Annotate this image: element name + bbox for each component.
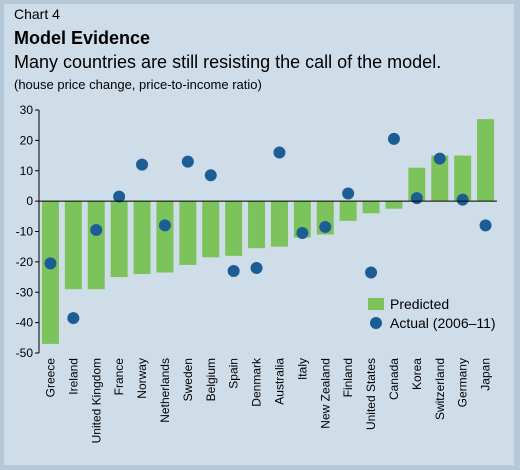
legend-predicted-label: Predicted <box>390 296 449 312</box>
actual-point <box>67 312 80 325</box>
actual-point <box>410 192 423 205</box>
x-category-label: Netherlands <box>158 358 172 423</box>
predicted-bar <box>156 201 174 273</box>
actual-point <box>433 152 446 165</box>
predicted-bar <box>477 119 495 202</box>
x-category-label: United States <box>364 358 378 430</box>
actual-point <box>296 227 309 240</box>
x-category-label: Sweden <box>181 358 195 401</box>
y-tick-label: 10 <box>20 164 34 178</box>
x-category-label: Australia <box>272 358 286 405</box>
predicted-bar <box>408 167 426 202</box>
predicted-bar <box>133 201 151 275</box>
x-category-label: Belgium <box>204 358 218 401</box>
y-tick-label: 0 <box>26 194 33 208</box>
legend-predicted-swatch <box>368 298 384 310</box>
actual-point <box>456 193 469 206</box>
predicted-bar <box>110 201 128 278</box>
predicted-bar <box>431 155 449 202</box>
x-category-label: Germany <box>456 358 470 407</box>
x-category-label: Switzerland <box>433 358 447 420</box>
actual-point <box>113 190 126 203</box>
x-category-label: Norway <box>135 358 149 399</box>
predicted-bar <box>293 201 311 238</box>
predicted-bar <box>87 201 105 290</box>
x-category-label: Ireland <box>66 358 80 395</box>
predicted-bar <box>202 201 220 258</box>
y-tick-label: -10 <box>16 225 34 239</box>
actual-point <box>181 155 194 168</box>
y-tick-label: 20 <box>20 133 34 147</box>
predicted-bar <box>385 201 403 209</box>
x-category-label: United Kingdom <box>89 358 103 443</box>
x-category-label: France <box>112 358 126 396</box>
legend-actual-label: Actual (2006–11) <box>390 315 496 331</box>
x-category-label: Spain <box>227 358 241 389</box>
legend: Predicted Actual (2006–11) <box>368 296 496 331</box>
predicted-bar <box>64 201 82 290</box>
predicted-bar <box>362 201 380 214</box>
actual-point <box>479 219 492 232</box>
actual-point <box>90 223 103 236</box>
chart-number-label: Chart 4 <box>14 6 60 22</box>
x-category-label: Greece <box>43 358 57 398</box>
y-tick-label: -20 <box>16 255 34 269</box>
legend-actual-marker <box>370 317 382 329</box>
actual-point <box>158 219 171 232</box>
chart-units-note: (house price change, price-to-income rat… <box>14 77 262 92</box>
actual-point <box>250 261 263 274</box>
predicted-bar <box>339 201 357 221</box>
x-category-label: Japan <box>479 358 493 391</box>
predicted-bar <box>454 155 472 202</box>
actual-point <box>319 220 332 233</box>
x-category-label: Finland <box>341 358 355 397</box>
predicted-bar <box>225 201 243 256</box>
x-category-label: Korea <box>410 358 424 390</box>
actual-point <box>204 169 217 182</box>
x-category-label: Italy <box>295 358 309 380</box>
predicted-bar <box>41 201 59 344</box>
x-axis-labels: Greece Ireland United Kingdom France Norway N… <box>43 357 492 443</box>
actual-dots <box>44 132 492 325</box>
actual-point <box>136 158 149 171</box>
x-category-label: Denmark <box>250 357 264 407</box>
actual-point <box>387 132 400 145</box>
actual-point <box>365 266 378 279</box>
y-tick-label: -50 <box>16 346 34 360</box>
predicted-bar <box>179 201 197 265</box>
actual-point <box>342 187 355 200</box>
predicted-bars <box>41 119 495 344</box>
predicted-bar <box>270 201 288 247</box>
y-axis: -50 -40 -30 -20 -10 0 10 20 30 <box>16 103 497 360</box>
y-tick-label: 30 <box>20 103 34 117</box>
y-tick-label: -40 <box>16 316 34 330</box>
chart-title: Model Evidence <box>14 28 151 48</box>
x-category-label: New Zealand <box>318 358 332 429</box>
actual-point <box>273 146 286 159</box>
actual-point <box>44 257 57 270</box>
actual-point <box>227 264 240 277</box>
y-tick-label: -30 <box>16 285 34 299</box>
chart-subtitle: Many countries are still resisting the c… <box>14 52 442 72</box>
predicted-bar <box>248 201 266 249</box>
x-category-label: Canada <box>387 358 401 400</box>
